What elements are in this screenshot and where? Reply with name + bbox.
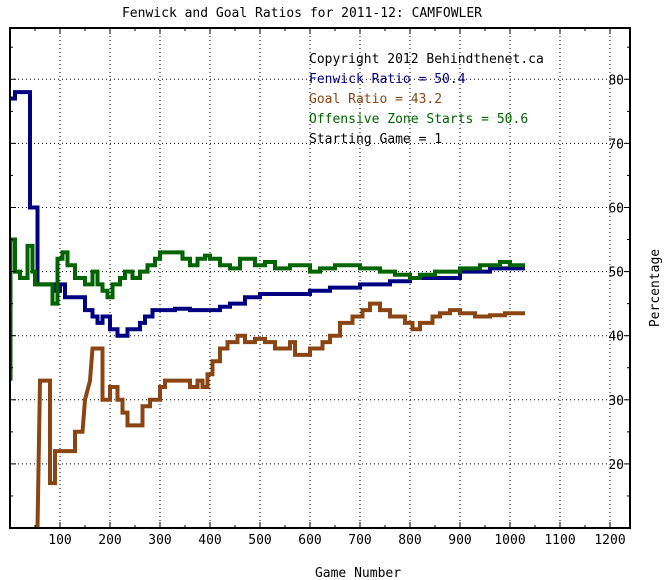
x-tick-label: 800 bbox=[398, 533, 421, 548]
annotation-line: Starting Game = 1 bbox=[309, 132, 442, 147]
y-tick-label: 20 bbox=[608, 458, 624, 473]
y-tick-label: 60 bbox=[608, 201, 624, 216]
annotation-line: Copyright 2012 Behindthenet.ca bbox=[309, 52, 544, 67]
y-tick-label: 70 bbox=[608, 137, 624, 152]
x-axis-label: Game Number bbox=[315, 566, 401, 580]
annotation-line: Offensive Zone Starts = 50.6 bbox=[309, 112, 528, 127]
x-tick-label: 400 bbox=[198, 533, 221, 548]
x-tick-label: 1100 bbox=[544, 533, 575, 548]
y-tick-label: 80 bbox=[608, 73, 624, 88]
x-tick-label: 300 bbox=[148, 533, 171, 548]
x-tick-label: 900 bbox=[448, 533, 471, 548]
plot-frame bbox=[9, 27, 631, 529]
x-tick-label: 500 bbox=[248, 533, 271, 548]
x-tick-label: 1200 bbox=[594, 533, 625, 548]
series-line-fenwick-ratio bbox=[10, 90, 525, 338]
x-tick-label: 200 bbox=[98, 533, 121, 548]
annotation-line: Fenwick Ratio = 50.4 bbox=[309, 72, 466, 87]
y-axis-label: Percentage bbox=[648, 249, 663, 327]
series-line-goal-ratio bbox=[35, 301, 525, 528]
series-lines bbox=[10, 90, 525, 528]
grid-lines bbox=[10, 28, 630, 528]
y-tick-label: 30 bbox=[608, 394, 624, 409]
chart-title: Fenwick and Goal Ratios for 2011-12: CAM… bbox=[122, 6, 482, 21]
x-tick-label: 1000 bbox=[494, 533, 525, 548]
y-tick-label: 50 bbox=[608, 266, 624, 281]
series-line-offensive-zone-starts bbox=[10, 237, 525, 381]
annotation-line: Goal Ratio = 43.2 bbox=[309, 92, 442, 107]
x-tick-label: 700 bbox=[348, 533, 371, 548]
x-tick-label: 600 bbox=[298, 533, 321, 548]
axis-ticks: 100 200 300 400 500 600 700 800 900 1000 1100 1200 2… bbox=[10, 28, 630, 548]
x-tick-label: 100 bbox=[48, 533, 71, 548]
legend-annotations: Copyright 2012 Behindthenet.ca Fenwick Ra… bbox=[309, 52, 544, 147]
y-tick-label: 40 bbox=[608, 330, 624, 345]
